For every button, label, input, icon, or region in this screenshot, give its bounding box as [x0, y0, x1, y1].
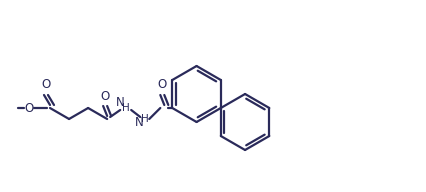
Text: N: N	[116, 97, 124, 109]
Text: H: H	[122, 103, 130, 113]
Text: O: O	[41, 79, 51, 92]
Text: O: O	[101, 89, 110, 103]
Text: N: N	[135, 117, 144, 129]
Text: O: O	[24, 102, 34, 114]
Text: O: O	[158, 79, 167, 92]
Text: H: H	[141, 114, 149, 124]
